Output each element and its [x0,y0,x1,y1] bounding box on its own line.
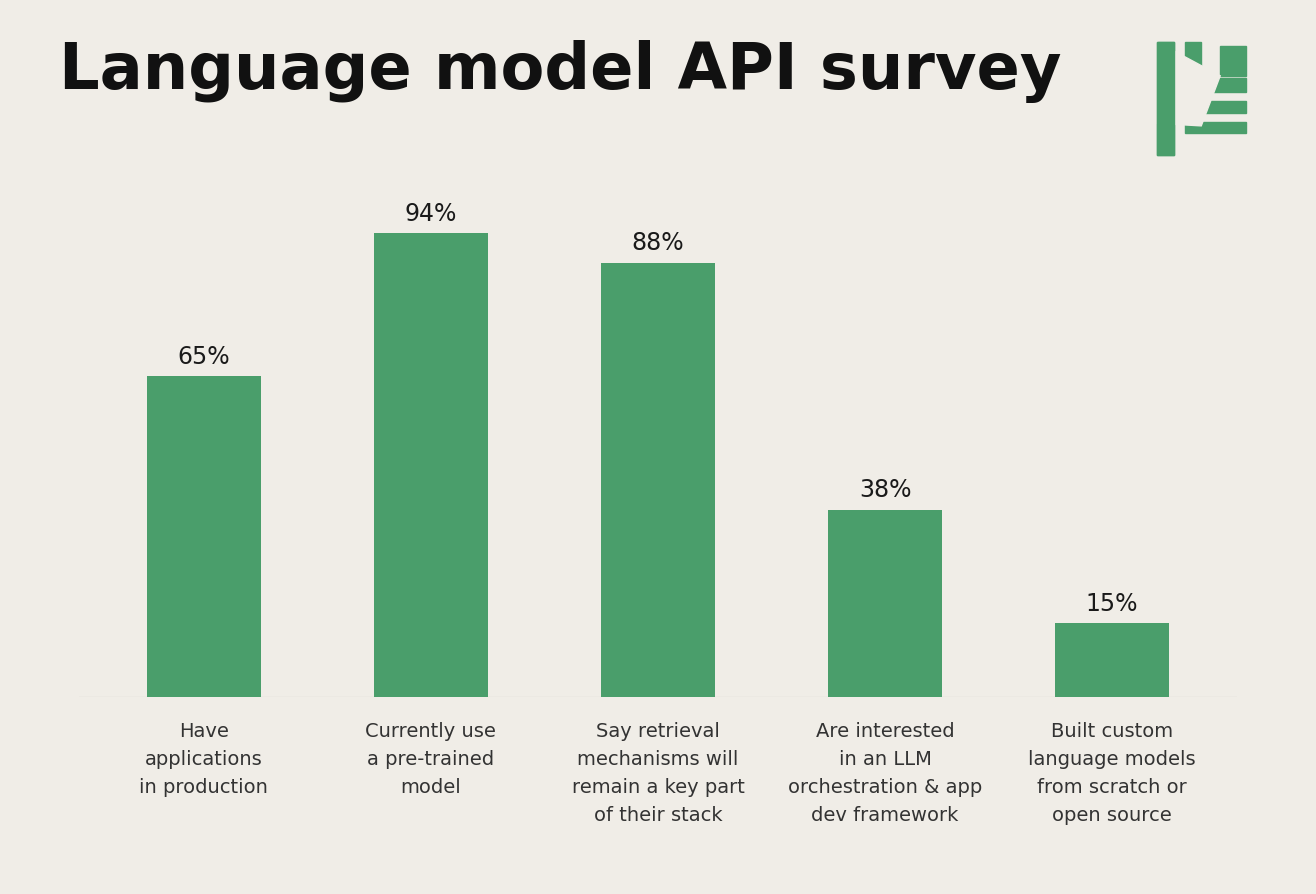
Text: 15%: 15% [1086,592,1138,616]
Text: 88%: 88% [632,232,684,256]
Bar [1184,79,1246,92]
Text: 38%: 38% [859,478,911,502]
Bar [1158,42,1174,155]
Bar [1055,623,1169,697]
Bar [1184,122,1246,133]
Bar [1158,42,1174,155]
Bar [147,376,261,697]
Text: 65%: 65% [178,345,230,369]
Bar [374,233,488,697]
Bar [828,510,942,697]
Bar [601,263,715,697]
Text: Language model API survey: Language model API survey [59,40,1062,103]
Text: 94%: 94% [405,202,457,225]
Bar [1220,46,1246,76]
Bar [1184,101,1246,114]
Polygon shape [1158,42,1220,126]
Bar [1184,42,1202,123]
